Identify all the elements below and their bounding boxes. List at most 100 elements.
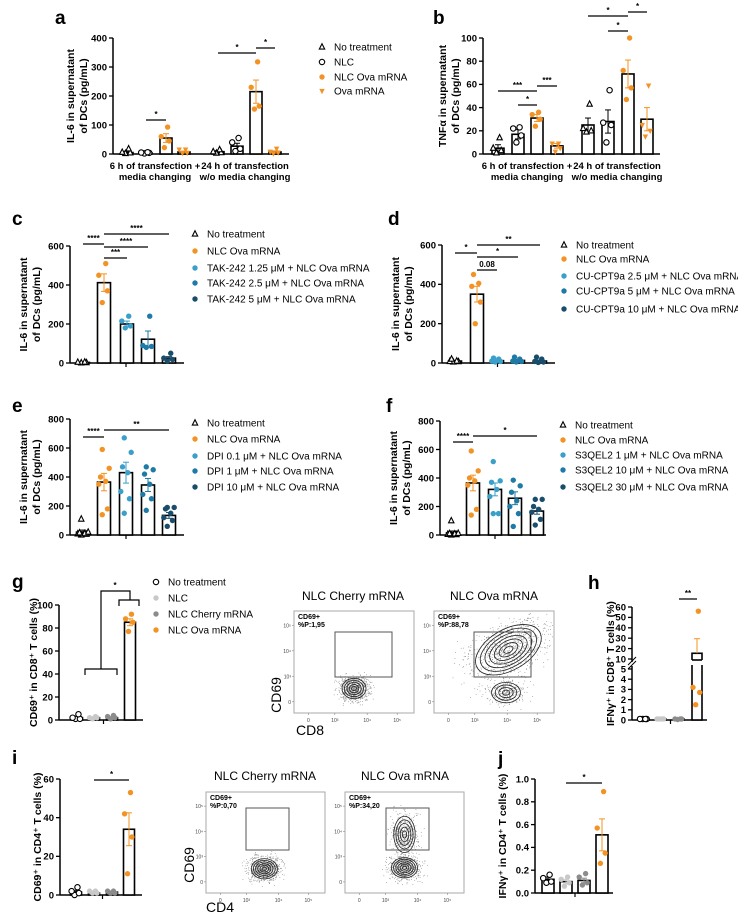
- flow-event-dot: [544, 627, 545, 629]
- flow-event-dot: [275, 868, 277, 870]
- flow-event-dot: [392, 821, 394, 823]
- flow-event-dot: [469, 673, 471, 675]
- legend-item: NLC Ova mRNA: [319, 73, 408, 84]
- flow-x-tick-label: 10⁴: [503, 718, 511, 724]
- flow-event-dot: [489, 691, 490, 693]
- flow-y-axis-label: CD69: [268, 677, 284, 713]
- flow-event-dot: [272, 875, 274, 877]
- flow-event-dot: [474, 653, 476, 655]
- flow-event-dot: [411, 855, 412, 857]
- flow-event-dot: [493, 692, 495, 694]
- flow-event-dot: [387, 833, 388, 835]
- flow-event-dot: [484, 639, 485, 640]
- flow-event-dot: [481, 685, 483, 687]
- flow-event-dot: [393, 805, 395, 807]
- flow-event-dot: [399, 822, 401, 823]
- flow-event-dot: [261, 886, 263, 887]
- density-contour: [393, 858, 416, 877]
- data-point: [475, 468, 481, 474]
- flow-event-dot: [400, 821, 402, 823]
- flow-event-dot: [492, 633, 493, 634]
- data-point: [582, 870, 589, 877]
- flow-event-dot: [485, 667, 487, 669]
- flow-event-dot: [481, 662, 483, 664]
- flow-event-dot: [252, 864, 254, 866]
- flow-x-axis-label: CD4: [206, 899, 234, 915]
- flow-event-dot: [400, 864, 402, 865]
- flow-event-dot: [258, 865, 260, 867]
- data-point: [148, 496, 155, 502]
- flow-event-dot: [276, 875, 278, 877]
- flow-event-dot: [255, 866, 256, 868]
- flow-event-dot: [400, 812, 402, 814]
- flow-event-dot: [359, 701, 361, 702]
- flow-event-dot: [265, 864, 266, 866]
- flow-event-dot: [552, 625, 553, 626]
- flow-event-dot: [478, 674, 479, 676]
- flow-event-dot: [531, 647, 533, 649]
- flow-event-dot: [408, 840, 409, 841]
- flow-event-dot: [247, 864, 249, 866]
- data-point: [659, 716, 666, 722]
- flow-event-dot: [403, 836, 405, 838]
- flow-event-dot: [352, 687, 354, 689]
- flow-event-dot: [489, 639, 491, 641]
- flow-event-dot: [254, 869, 256, 871]
- flow-event-dot: [399, 866, 400, 868]
- flow-event-dot: [414, 859, 416, 860]
- flow-event-dot: [244, 871, 246, 872]
- density-contour: [479, 627, 537, 672]
- flow-event-dot: [399, 856, 401, 858]
- flow-event-dot: [277, 859, 278, 861]
- flow-event-dot: [401, 865, 403, 867]
- flow-event-dot: [518, 645, 520, 647]
- flow-event-dot: [494, 687, 496, 689]
- flow-event-dot: [354, 689, 355, 691]
- flow-event-dot: [277, 863, 278, 865]
- data-point: [532, 358, 538, 365]
- flow-event-dot: [281, 861, 282, 863]
- flow-event-dot: [528, 656, 529, 658]
- flow-event-dot: [256, 864, 257, 865]
- flow-event-dot: [415, 848, 416, 850]
- flow-event-dot: [264, 864, 265, 866]
- significance-label: ****: [457, 432, 470, 441]
- flow-event-dot: [397, 831, 398, 833]
- flow-event-dot: [408, 863, 410, 864]
- flow-event-dot: [393, 830, 394, 832]
- flow-event-dot: [510, 690, 512, 691]
- flow-event-dot: [393, 863, 395, 864]
- flow-event-dot: [512, 642, 514, 644]
- flow-event-dot: [355, 677, 357, 679]
- flow-event-dot: [261, 858, 262, 860]
- legend-label: NLC Ova mRNA: [575, 436, 649, 447]
- flow-event-dot: [264, 870, 266, 872]
- y-tick-label: 20: [615, 644, 626, 655]
- flow-event-dot: [522, 629, 524, 631]
- flow-event-dot: [505, 645, 506, 647]
- flow-event-dot: [514, 686, 516, 688]
- flow-event-dot: [460, 647, 462, 649]
- flow-event-dot: [277, 866, 279, 868]
- flow-event-dot: [271, 878, 273, 880]
- flow-event-dot: [406, 813, 408, 815]
- flow-event-dot: [494, 680, 496, 682]
- flow-event-dot: [334, 689, 336, 691]
- data-point: [517, 356, 523, 362]
- density-contour: [255, 861, 274, 876]
- flow-event-dot: [356, 702, 358, 704]
- flow-event-dot: [500, 659, 501, 661]
- flow-event-dot: [399, 870, 401, 872]
- flow-event-dot: [255, 857, 257, 859]
- flow-event-dot: [395, 839, 397, 841]
- flow-event-dot: [508, 653, 509, 654]
- flow-event-dot: [515, 692, 517, 694]
- flow-event-dot: [351, 679, 353, 680]
- flow-event-dot: [518, 651, 519, 653]
- y-tick-label: 0.2: [516, 866, 529, 877]
- flow-event-dot: [253, 860, 255, 862]
- legend-label: S3QEL2 1 μM + NLC Ova mRNA: [575, 451, 723, 462]
- flow-event-dot: [364, 686, 366, 688]
- flow-event-dot: [366, 690, 368, 692]
- flow-event-dot: [346, 689, 347, 690]
